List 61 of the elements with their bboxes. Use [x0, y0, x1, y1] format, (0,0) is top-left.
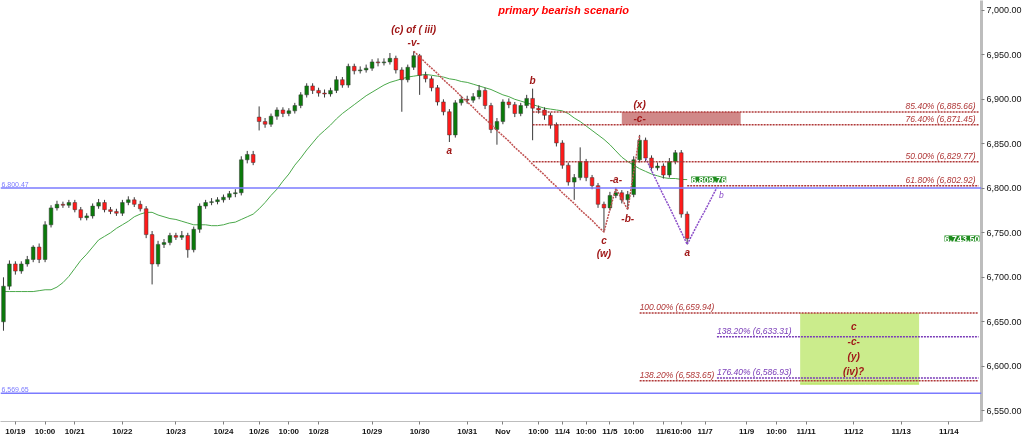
series-label: 176.40% (6,586.93): [716, 366, 792, 377]
text: 6,743.50: [944, 233, 980, 244]
annotation: b: [529, 74, 536, 86]
y-tick-label: 7,000.00: [986, 5, 1022, 16]
chart-title: primary bearish scenario: [497, 3, 630, 16]
annotation: -b-: [621, 212, 635, 224]
annotation: a: [446, 145, 453, 157]
x-tick-label: 10:00: [34, 426, 56, 436]
x-tick-label: 10:00: [528, 426, 550, 436]
data-label: c -c- (y) (iv)?: [843, 320, 865, 377]
y-tick-label: 6,550.00: [986, 405, 1022, 416]
x-tick-label: 10/23: [165, 426, 187, 436]
annotation: -a-: [609, 174, 623, 186]
series-label: 138.20% (6,633.31): [716, 325, 792, 336]
data-label: 6,809.76: [691, 174, 727, 185]
annotation: (c) of ( iii): [391, 24, 437, 36]
annotation: c: [601, 234, 608, 246]
x-tick-label: 11/5: [602, 426, 619, 436]
series-label: 61.80% (6,802.92): [905, 174, 976, 185]
series-label: 100.00% (6,659.94): [639, 301, 715, 312]
y-tick-label: 6,750.00: [986, 227, 1022, 238]
x-tick-label: 11/7: [697, 426, 714, 436]
annotation: a: [684, 247, 691, 259]
data-label: -c-: [633, 112, 647, 124]
x-tick-label: 10:00: [766, 426, 788, 436]
x-tick-label: 11/12: [843, 426, 865, 436]
y-tick-label: 6,850.00: [986, 138, 1022, 149]
annotation: (x): [633, 99, 647, 111]
y-tick-label: 6,600.00: [986, 361, 1022, 372]
x-tick-label: 10/19: [5, 426, 26, 436]
y-tick-label: 6,950.00: [986, 49, 1022, 60]
annotation: (w): [596, 247, 612, 259]
series-label: 138.20% (6,583.65): [639, 369, 715, 380]
x-tick-label: Nov: [495, 426, 511, 436]
x-tick-label: 10/21: [64, 426, 86, 436]
x-tick-label: 11/4: [554, 426, 571, 436]
x-tick-label: 10/30: [409, 426, 431, 436]
series-label: 76.40% (6,871.45): [905, 113, 976, 124]
x-tick-label: 11/11: [796, 426, 817, 436]
annotation: -v-: [407, 37, 421, 49]
x-tick-label: 11/6: [655, 426, 672, 436]
series-label: b: [718, 190, 724, 201]
x-tick-label: 11/9: [739, 426, 755, 436]
y-tick-label: 6,700.00: [986, 272, 1022, 283]
y-tick-label: 6,650.00: [986, 316, 1022, 327]
x-tick-label: 10/29: [362, 426, 383, 436]
x-tick-label: 10/28: [308, 426, 330, 436]
y-tick-label: 6,800.00: [986, 183, 1022, 194]
x-tick-label: 10:00: [278, 426, 300, 436]
y-tick-label: 6,900.00: [986, 94, 1022, 105]
x-tick-label: 10:00: [575, 426, 597, 436]
x-tick-label: 11/14: [939, 426, 960, 436]
series-label: 85.40% (6,885.66): [905, 101, 976, 112]
x-tick-label: 11/13: [891, 426, 912, 436]
series-label: 50.00% (6,829.77): [905, 150, 976, 161]
x-tick-label: 10/26: [249, 426, 270, 436]
x-tick-label: 10/31: [457, 426, 478, 436]
x-tick-label: 10/22: [112, 426, 133, 436]
x-tick-label: 10/24: [213, 426, 235, 436]
x-tick-label: 10:00: [623, 426, 645, 436]
x-tick-label: 10:00: [671, 426, 693, 436]
